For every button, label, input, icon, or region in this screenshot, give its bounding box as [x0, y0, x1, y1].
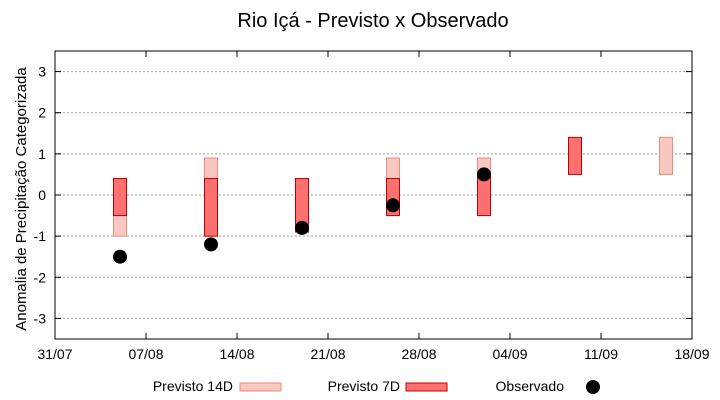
point-observado: [386, 198, 400, 213]
x-tick-label: 04/09: [492, 346, 527, 362]
x-tick-label: 21/08: [310, 346, 345, 362]
legend-label-observado: Observado: [496, 378, 565, 394]
legend: Previsto 14D Previsto 7D Observado: [153, 378, 600, 394]
legend-label-previsto-7d: Previsto 7D: [328, 378, 400, 394]
legend-swatch-previsto-14d: [239, 382, 282, 392]
bar-previsto-14d: [659, 136, 673, 175]
y-tick-label: -3: [34, 310, 47, 326]
x-tick-label: 11/09: [584, 346, 618, 362]
y-axis-label: Anomalia de Precipitação Categorizada: [13, 67, 30, 331]
point-observado: [477, 167, 491, 182]
point-observado: [295, 220, 309, 235]
series-previsto-7d: [113, 136, 582, 237]
x-tick-label: 07/08: [128, 346, 163, 362]
bar-previsto-7d: [204, 178, 218, 237]
point-observado: [113, 249, 127, 264]
legend-swatch-previsto-7d: [405, 382, 448, 392]
y-tick-label: -1: [34, 228, 47, 244]
y-tick-label: 0: [38, 187, 46, 203]
point-observado: [204, 237, 218, 252]
axes: -3 -2 -1 0 1 2 3 31/07 07/08 14/08 21/08 28/08 04/09…: [34, 51, 710, 362]
y-tick-label: 1: [38, 146, 46, 162]
x-tick-label: 28/08: [401, 346, 436, 362]
x-tick-label: 31/07: [37, 346, 72, 362]
y-tick-label: 2: [38, 105, 46, 121]
legend-marker-observado: [586, 380, 600, 394]
series-observado: [113, 167, 491, 264]
y-tick-label: -2: [34, 269, 47, 285]
x-tick-label: 14/08: [219, 346, 254, 362]
legend-label-previsto-14d: Previsto 14D: [153, 378, 233, 394]
y-tick-label: 3: [38, 64, 46, 80]
chart-title: Rio Içá - Previsto x Observado: [237, 10, 508, 32]
bar-previsto-7d: [568, 136, 582, 175]
x-tick-label: 18/09: [674, 346, 709, 362]
bar-previsto-7d: [113, 178, 127, 217]
